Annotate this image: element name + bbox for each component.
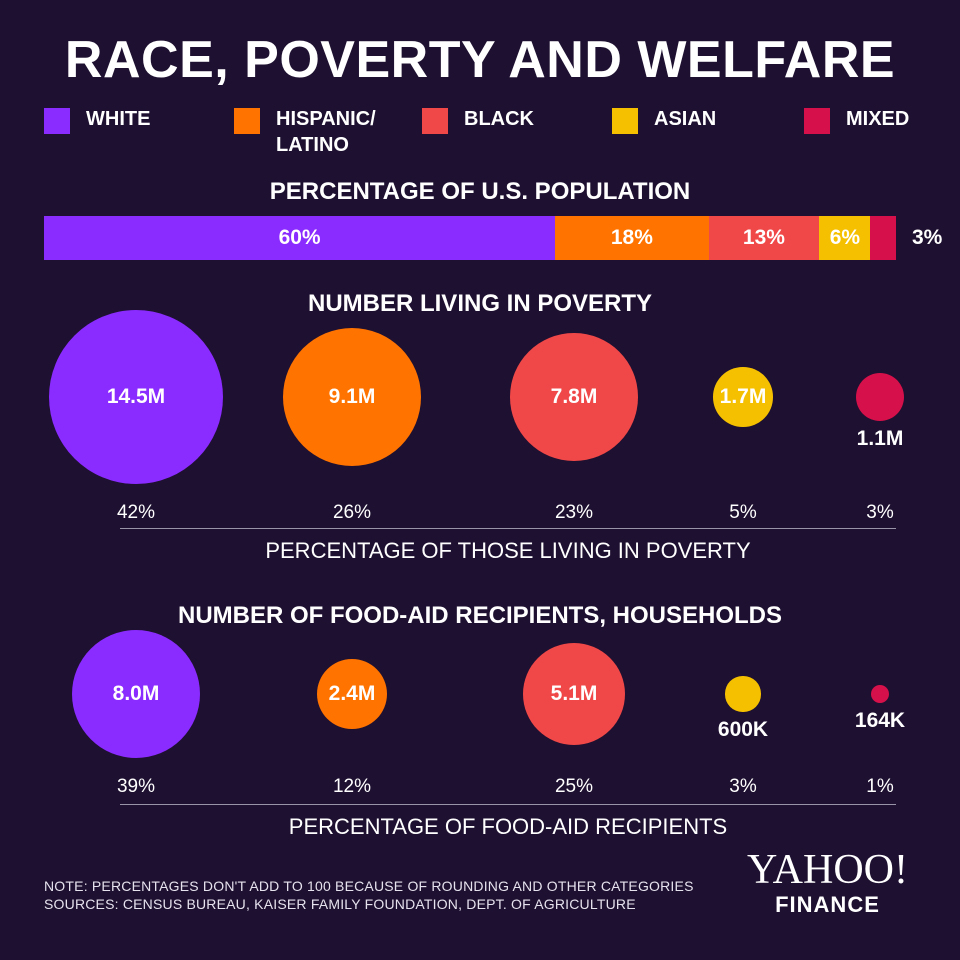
- foodaid-divider: [120, 804, 896, 805]
- foodaid-percent-label: 3%: [729, 776, 757, 797]
- foodaid-percent-label: 1%: [866, 776, 894, 797]
- legend-swatch: [422, 108, 448, 134]
- logo-main-text: YAHOO!: [747, 847, 908, 893]
- population-bar-segment: [819, 216, 871, 260]
- yahoo-finance-logo: YAHOO! FINANCE: [740, 848, 915, 918]
- foodaid-value-label: 2.4M: [328, 682, 376, 705]
- poverty-section-title: NUMBER LIVING IN POVERTY: [307, 290, 653, 317]
- foodaid-percent-label: 12%: [332, 776, 372, 797]
- foodaid-bubble: [522, 642, 626, 746]
- poverty-bubble: [713, 367, 773, 427]
- poverty-value-label: 7.8M: [550, 385, 598, 408]
- population-bar-label: 60%: [278, 226, 321, 249]
- poverty-percent-label: 23%: [554, 502, 594, 523]
- foodaid-value-label: 8.0M: [112, 682, 160, 705]
- population-bar-segment: [708, 216, 820, 260]
- legend-label: MIXED: [846, 108, 910, 130]
- chart-title: RACE, POVERTY AND WELFARE: [64, 31, 896, 89]
- foodaid-bubble: [870, 684, 890, 704]
- population-bar-label: 18%: [610, 226, 653, 249]
- foodaid-bubble: [725, 676, 761, 712]
- population-bar-segment: [555, 216, 709, 260]
- legend-label: BLACK: [464, 108, 534, 130]
- foodaid-value-label: 164K: [854, 709, 906, 733]
- population-bar-segment: [870, 216, 896, 260]
- poverty-bubble: [283, 328, 421, 466]
- legend-swatch: [234, 108, 260, 134]
- legend-label: HISPANIC/ LATINO: [276, 108, 376, 156]
- population-bar-label: 3%: [912, 226, 943, 249]
- population-section-title: PERCENTAGE OF U.S. POPULATION: [269, 178, 691, 205]
- poverty-percent-label: 26%: [332, 502, 372, 523]
- footnote: NOTE: PERCENTAGES DON'T ADD TO 100 BECAU…: [44, 878, 694, 894]
- logo-sub-text: FINANCE: [775, 892, 880, 917]
- poverty-value-label: 9.1M: [328, 385, 376, 408]
- legend-swatch: [804, 108, 830, 134]
- population-bar-segment: [44, 216, 556, 260]
- foodaid-bubble: [316, 658, 388, 730]
- sources: SOURCES: CENSUS BUREAU, KAISER FAMILY FO…: [44, 896, 636, 912]
- foodaid-percent-label: 39%: [116, 776, 156, 797]
- legend-swatch: [44, 108, 70, 134]
- poverty-bubble: [49, 310, 223, 484]
- poverty-percent-label: 3%: [866, 502, 894, 523]
- foodaid-section-title: NUMBER OF FOOD-AID RECIPIENTS, HOUSEHOLD…: [177, 602, 783, 629]
- legend-label: ASIAN: [654, 108, 717, 130]
- population-bar-label: 6%: [829, 226, 861, 249]
- population-bar-label: 13%: [742, 226, 785, 249]
- poverty-percent-label: 42%: [116, 502, 156, 523]
- legend-swatch: [612, 108, 638, 134]
- foodaid-bubble: [72, 630, 200, 758]
- legend-label: WHITE: [86, 108, 151, 130]
- foodaid-caption: PERCENTAGE OF FOOD-AID RECIPIENTS: [288, 814, 728, 839]
- poverty-value-label: 1.7M: [719, 385, 767, 408]
- foodaid-value-label: 5.1M: [550, 682, 598, 705]
- foodaid-value-label: 600K: [717, 717, 769, 741]
- population-stacked-bar: 60% 18% 13% 6% 3%: [44, 216, 942, 260]
- poverty-value-label: 1.1M: [856, 426, 904, 450]
- poverty-bubble: [510, 333, 638, 461]
- foodaid-percent-label: 25%: [554, 776, 594, 797]
- poverty-caption: PERCENTAGE OF THOSE LIVING IN POVERTY: [265, 538, 751, 563]
- poverty-percent-label: 5%: [729, 502, 757, 523]
- poverty-divider: [120, 528, 896, 529]
- poverty-bubble: [856, 373, 904, 421]
- poverty-value-label: 14.5M: [106, 385, 166, 408]
